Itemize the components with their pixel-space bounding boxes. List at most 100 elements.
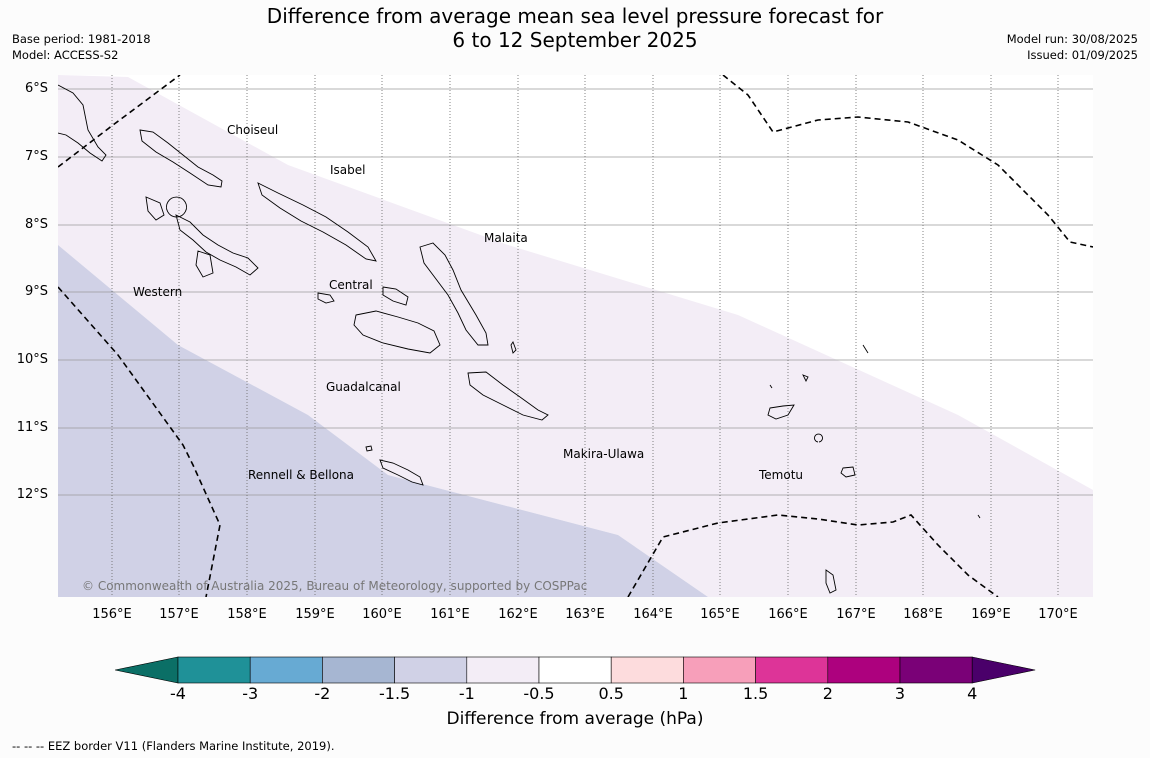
malaita-coast [419, 242, 489, 346]
colorbar-tick-label: 0.5 [598, 684, 624, 703]
vella-lavella-coast [145, 196, 165, 221]
model-name: Model: ACCESS-S2 [12, 48, 119, 62]
colorbar-segment [394, 656, 468, 684]
colorbar-segment [755, 656, 829, 684]
model-run: Model run: 30/08/2025 [1006, 32, 1138, 46]
colorbar-segment [827, 656, 901, 684]
tikopia-coast [825, 569, 837, 594]
colorbar-tick-label: -1.5 [378, 684, 411, 703]
colorbar-tick-label: -0.5 [523, 684, 555, 703]
colorbar-tick-label: -1 [458, 684, 475, 703]
utupua-coast [814, 433, 823, 443]
eez-legend-note: -- -- -- EEZ border V11 (Flanders Marine… [12, 739, 335, 753]
base-info: Base period: 1981-2018 Model: ACCESS-S2 [12, 31, 151, 63]
bougainville-coast [58, 84, 107, 162]
florida-islands-coast [382, 286, 409, 306]
lon-label: 161°E [430, 607, 470, 622]
colorbar-label: Difference from average (hPa) [446, 709, 704, 729]
new-georgia-coast [175, 214, 259, 276]
region-label-central: Central [329, 278, 373, 292]
santa-cruz-coast [767, 404, 795, 420]
vanikoro-coast [840, 466, 856, 478]
region-label-western: Western [133, 285, 183, 299]
region-label-choiseul: Choiseul [227, 123, 279, 137]
lat-label: 6°S [24, 81, 48, 96]
region-label-rennell-bellona: Rennell & Bellona [248, 468, 355, 482]
lon-label: 166°E [768, 607, 808, 622]
colorbar-arrow-high [971, 656, 1036, 684]
lon-label: 158°E [227, 607, 267, 622]
small-islet-3 [977, 514, 981, 519]
run-info: Model run: 30/08/2025 Issued: 01/09/2025 [1007, 31, 1138, 63]
lon-label: 167°E [836, 607, 876, 622]
lon-label: 164°E [633, 607, 673, 622]
title-line-2: 6 to 12 September 2025 [452, 28, 698, 52]
small-islet-2 [769, 384, 773, 389]
region-label-isabel: Isabel [330, 163, 366, 177]
rennell-coast [379, 459, 424, 486]
savo-russell-coast [317, 292, 335, 304]
colorbar-segment [322, 656, 395, 684]
lon-label: 159°E [295, 607, 335, 622]
guadalcanal-coast [353, 310, 441, 354]
colorbar-tick-label: 4 [967, 684, 978, 703]
colorbar [115, 656, 1036, 684]
isabel-coast [257, 182, 377, 262]
lat-label: 9°S [24, 284, 48, 299]
issued-date: Issued: 01/09/2025 [1027, 48, 1138, 62]
lat-label: 12°S [16, 487, 48, 502]
latitude-gridlines [58, 88, 1093, 496]
colorbar-tick-label: 2 [822, 684, 833, 703]
lon-label: 157°E [159, 607, 199, 622]
kolombangara-coast [166, 196, 187, 218]
region-label-malaita: Malaita [484, 231, 528, 245]
colorbar-segment [683, 656, 756, 684]
lat-label: 8°S [24, 217, 48, 232]
eez-border [58, 75, 1093, 597]
lat-label: 11°S [16, 420, 48, 435]
makira-coast [467, 371, 549, 421]
base-period: Base period: 1981-2018 [12, 32, 151, 46]
rendova-coast [195, 250, 214, 278]
map-panel[interactable]: Choiseul Isabel Malaita Western Central … [58, 75, 1093, 597]
lon-label: 160°E [362, 607, 402, 622]
lon-label: 156°E [92, 607, 132, 622]
colorbar-segment [610, 656, 684, 684]
anomaly-band-light [58, 75, 1093, 597]
lon-label: 169°E [971, 607, 1011, 622]
small-islet-1 [862, 344, 869, 354]
copyright-notice: © Commonwealth of Australia 2025, Bureau… [82, 579, 588, 593]
bellona-coast [365, 445, 373, 452]
colorbar-segment [899, 656, 973, 684]
colorbar-tick-label: -3 [242, 684, 259, 703]
region-label-guadalcanal: Guadalcanal [326, 380, 401, 394]
lon-label: 168°E [903, 607, 943, 622]
lon-label: 165°E [700, 607, 740, 622]
colorbar-arrow-low [115, 656, 179, 684]
colorbar-tick-label: 3 [894, 684, 906, 703]
colorbar-tick-label: -4 [170, 684, 186, 703]
colorbar-segment [249, 656, 323, 684]
anomaly-band-medium [58, 245, 708, 597]
ulawa-coast [510, 341, 517, 354]
map-canvas [58, 75, 1093, 597]
colorbar-tick-label: 1.5 [742, 684, 769, 703]
lon-label: 170°E [1038, 607, 1078, 622]
lon-label: 162°E [498, 607, 538, 622]
title-line-1: Difference from average mean sea level p… [266, 4, 884, 28]
region-label-makira-ulawa: Makira-Ulawa [563, 447, 645, 461]
longitude-gridlines [111, 75, 1059, 597]
colorbar-tick-label: -2 [314, 684, 331, 703]
colorbar-segment [177, 656, 251, 684]
colorbar-segment [466, 656, 540, 684]
lat-label: 10°S [16, 352, 48, 367]
region-label-temotu: Temotu [759, 468, 804, 482]
lon-label: 163°E [565, 607, 605, 622]
colorbar-tick-label: 1 [678, 684, 689, 703]
reef-islands-coast [802, 374, 809, 383]
choiseul-coast [139, 129, 223, 188]
lat-label: 7°S [24, 149, 48, 164]
chart-title: Difference from average mean sea level p… [0, 4, 1150, 52]
colorbar-segment [538, 656, 612, 684]
island-coastlines [58, 84, 981, 594]
